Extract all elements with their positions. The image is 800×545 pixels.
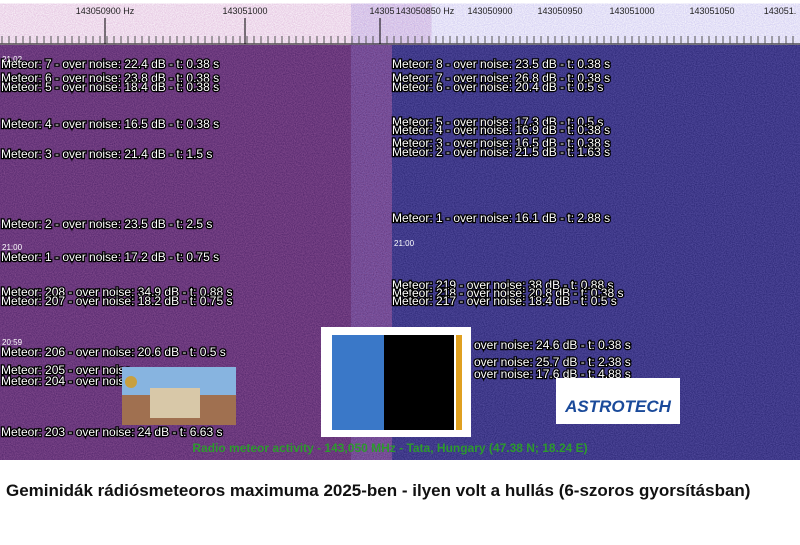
right-labels: Meteor: 8 - over noise: 23.5 dB - t: 0.3… [391, 56, 632, 383]
logo-box [556, 378, 680, 424]
left-labels: Meteor: 7 - over noise: 22.4 dB - t: 0.3… [0, 55, 234, 440]
meteor-label: Meteor: 217 - over noise: 18.4 dB - t: 0… [392, 294, 617, 308]
meteor-label: Meteor: 218 - over noise: 20.8 dB - t: 0… [392, 286, 623, 300]
freq-label: 143051050 [689, 6, 734, 16]
video-frame: 143050900 Hz 143051000 14305 143050850 H… [0, 6, 800, 460]
meteor-label: Meteor: 3 - over noise: 21.4 dB - t: 1.5… [1, 147, 212, 161]
meteor-label: Meteor: 204 - over noise [1, 374, 131, 388]
time-label: 20:59 [2, 338, 23, 347]
meteor-label: Meteor: 4 - over noise: 16.5 dB - t: 0.3… [1, 117, 219, 131]
meteor-label: Meteor: 4 - over noise: 16.9 dB - t: 0.3… [392, 123, 610, 137]
meteor-label: Meteor: 7 - over noise: 22.4 dB - t: 0.3… [1, 57, 219, 71]
ruler-ticks [1, 36, 794, 44]
inset-chart [321, 327, 471, 437]
meteor-label: Meteor: 8 - over noise: 23.5 dB - t: 0.3… [392, 57, 610, 71]
freq-label: 143051000 [609, 6, 654, 16]
meteor-label: Meteor: 2 - over noise: 23.5 dB - t: 2.5… [1, 217, 212, 231]
meteor-label: Meteor: 3 - over noise: 16.5 dB - t: 0.3… [392, 136, 610, 150]
freq-label: 143051000 [222, 6, 267, 16]
freq-label: 143050950 [537, 6, 582, 16]
meteor-label: Meteor: 207 - over noise: 18.2 dB - t: 0… [1, 294, 232, 308]
meteor-label: Meteor: 6 - over noise: 23.8 dB - t: 0.3… [1, 71, 219, 85]
freq-label: 14305 [369, 6, 394, 16]
meteor-label: over noise: 25.7 dB - t: 2.38 s [474, 355, 631, 369]
meteor-label: Meteor: 1 - over noise: 16.1 dB - t: 2.8… [392, 211, 610, 225]
meteor-label: over noise: 24.6 dB - t: 0.38 s [474, 338, 631, 352]
time-label: 21:00 [394, 239, 415, 248]
meteor-label: Meteor: 203 - over noise: 24 dB - t: 6.6… [1, 425, 222, 439]
logo: ASTROTECH [564, 397, 672, 416]
meteor-label: Meteor: 2 - over noise: 21.5 dB - t: 1.6… [392, 145, 610, 159]
meteor-label: Meteor: 1 - over noise: 17.2 dB - t: 0.7… [1, 250, 219, 264]
station-label: Radio meteor activity - 143,050 MHz - Ta… [192, 441, 587, 455]
freq-label: 143051. [764, 6, 797, 16]
meteor-label: Meteor: 5 - over noise: 17.3 dB - t: 0.5… [392, 115, 603, 129]
time-label: 21:00 [2, 243, 23, 252]
time-label: 21:02 [2, 55, 23, 64]
meteor-label: Meteor: 5 - over noise: 18.4 dB - t: 0.3… [1, 80, 219, 94]
inset-photo [122, 367, 236, 425]
freq-label: 143050900 [467, 6, 512, 16]
meteor-label: Meteor: 205 - over noise [1, 363, 131, 377]
meteor-label: Meteor: 208 - over noise: 34.9 dB - t: 0… [1, 285, 232, 299]
meteor-label: Meteor: 206 - over noise: 20.6 dB - t: 0… [1, 345, 226, 359]
meteor-label: Meteor: 7 - over noise: 26.8 dB - t: 0.3… [392, 71, 610, 85]
freq-label: 143050850 Hz [396, 6, 455, 16]
video-title: Geminidák rádiósmeteoros maximuma 2025-b… [6, 481, 751, 500]
meteor-label: Meteor: 6 - over noise: 20.4 dB - t: 0.5… [392, 80, 603, 94]
meteor-label: Meteor: 219 - over noise: 38 dB - t: 0.8… [392, 278, 613, 292]
freq-label: 143050900 Hz [76, 6, 135, 16]
